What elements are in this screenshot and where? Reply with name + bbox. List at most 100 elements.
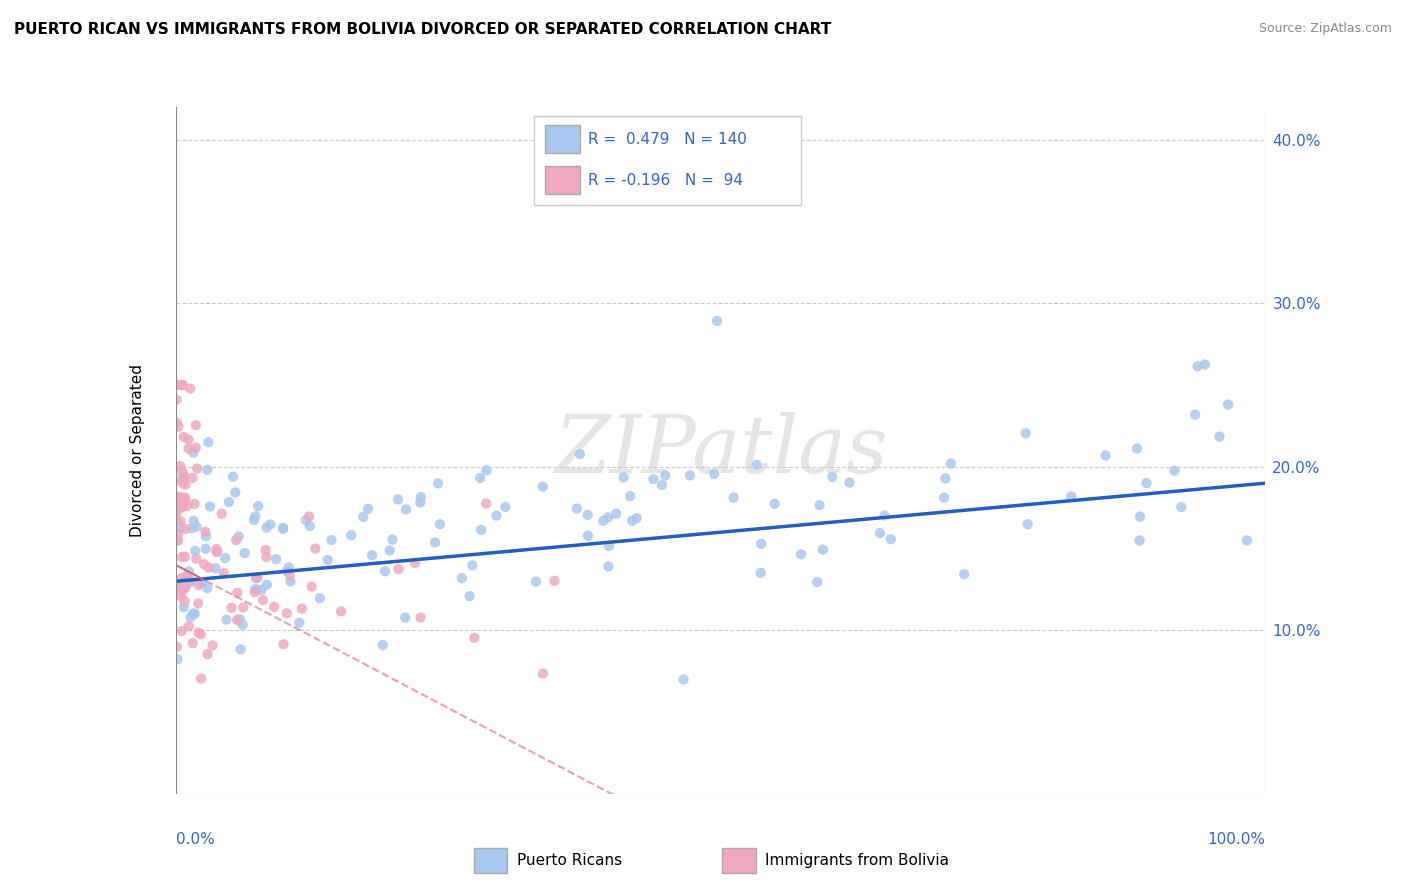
Point: [181, 607, 204, 621]
Point: [821, 470, 844, 484]
Point: [181, 521, 204, 535]
Point: [170, 472, 193, 486]
Point: [1163, 464, 1185, 478]
Point: [409, 490, 432, 504]
Point: [229, 612, 252, 626]
Point: [183, 514, 205, 528]
Point: [1170, 500, 1192, 514]
Point: [592, 514, 614, 528]
Point: [198, 560, 221, 574]
Point: [427, 476, 450, 491]
Point: [598, 510, 620, 524]
Point: [170, 475, 193, 490]
Point: [190, 672, 212, 686]
Point: [190, 627, 212, 641]
Point: [378, 543, 401, 558]
Text: R =  0.479   N = 140: R = 0.479 N = 140: [588, 132, 747, 146]
Point: [621, 514, 644, 528]
Point: [166, 490, 188, 504]
Point: [180, 575, 202, 590]
Point: [198, 500, 221, 514]
Point: [186, 520, 208, 534]
Point: [598, 559, 620, 574]
Point: [811, 542, 834, 557]
Point: [166, 582, 188, 596]
Point: [169, 521, 191, 535]
Point: [201, 639, 224, 653]
Point: [838, 475, 860, 490]
Point: [316, 553, 339, 567]
Point: [387, 562, 409, 576]
Point: [184, 607, 207, 621]
Point: [256, 520, 278, 534]
Point: [605, 507, 627, 521]
Point: [166, 652, 188, 666]
Point: [352, 509, 374, 524]
Point: [273, 637, 295, 651]
Point: [565, 501, 588, 516]
Point: [169, 495, 191, 509]
Point: [263, 599, 285, 614]
Point: [166, 512, 188, 526]
Point: [215, 613, 238, 627]
Point: [232, 600, 254, 615]
Point: [167, 490, 190, 504]
Point: [169, 515, 191, 529]
Point: [395, 502, 418, 516]
Point: [212, 566, 235, 580]
Point: [271, 521, 294, 535]
Point: [619, 489, 641, 503]
Point: [183, 497, 205, 511]
Point: [167, 533, 190, 548]
Point: [763, 497, 786, 511]
Point: [340, 528, 363, 542]
Point: [184, 441, 207, 455]
Point: [568, 447, 591, 461]
Point: [172, 500, 194, 514]
Point: [749, 537, 772, 551]
Point: [470, 471, 492, 485]
Point: [195, 581, 218, 595]
Point: [174, 549, 197, 564]
Point: [172, 378, 194, 392]
Point: [250, 582, 273, 597]
Point: [374, 564, 396, 578]
Point: [169, 459, 191, 474]
Point: [183, 445, 205, 459]
Point: [225, 533, 247, 548]
FancyBboxPatch shape: [546, 125, 579, 153]
Point: [869, 526, 891, 541]
Point: [256, 577, 278, 591]
Point: [1060, 490, 1083, 504]
Point: [543, 574, 565, 588]
Point: [243, 582, 266, 597]
Point: [179, 573, 201, 587]
Point: [1184, 408, 1206, 422]
Point: [934, 471, 956, 485]
Point: [176, 570, 198, 584]
Point: [494, 500, 516, 514]
Point: [174, 493, 197, 508]
Point: [264, 552, 287, 566]
Point: [173, 491, 195, 505]
Point: [243, 513, 266, 527]
Point: [167, 378, 190, 392]
Point: [276, 607, 298, 621]
Point: [169, 500, 191, 515]
Point: [246, 571, 269, 585]
Point: [387, 492, 409, 507]
Point: [598, 539, 620, 553]
Point: [749, 566, 772, 580]
Point: [174, 522, 197, 536]
Point: [181, 636, 204, 650]
Point: [475, 463, 498, 477]
Point: [166, 505, 188, 519]
Point: [1236, 533, 1258, 548]
Point: [790, 547, 813, 561]
Point: [1094, 449, 1116, 463]
Point: [174, 582, 197, 596]
Point: [193, 558, 215, 572]
Text: Immigrants from Bolivia: Immigrants from Bolivia: [765, 854, 949, 868]
Point: [174, 570, 197, 584]
Point: [254, 549, 277, 564]
